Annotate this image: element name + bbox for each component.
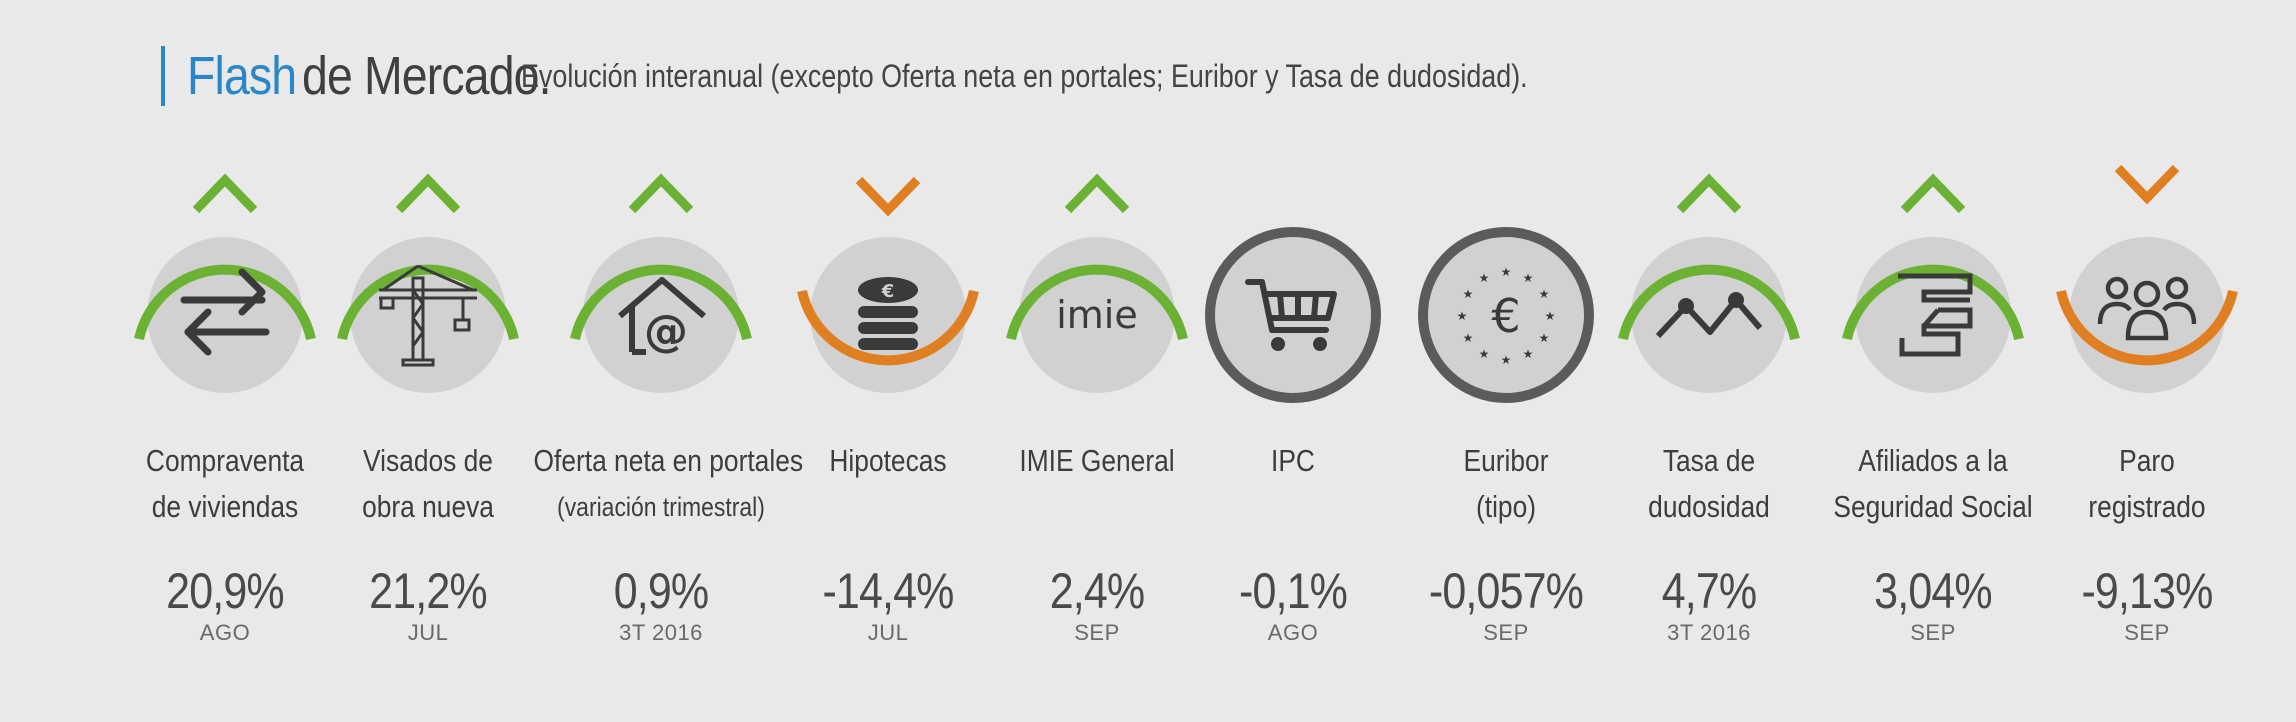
indicator-label: Tasa de dudosidad xyxy=(1648,443,1770,524)
indicator-value: 20,9% xyxy=(166,563,284,619)
indicator-dudosidad: Tasa de dudosidad 4,7% 3T 2016 xyxy=(1559,160,1859,646)
title-subtitle: Evolución interanual (excepto Oferta net… xyxy=(521,57,1528,94)
indicator-period: 3T 2016 xyxy=(1667,620,1751,645)
people-group-icon xyxy=(2097,276,2197,341)
svg-text:@: @ xyxy=(644,306,688,357)
svg-text:★: ★ xyxy=(1545,309,1556,323)
trend-down-icon xyxy=(855,176,921,217)
indicator-label: Hipotecas xyxy=(829,443,947,478)
indicator-value: -9,13% xyxy=(2081,563,2213,619)
indicator-label: IMIE General xyxy=(1019,443,1175,478)
indicator-period: SEP xyxy=(1483,620,1529,645)
svg-text:€: € xyxy=(881,281,895,302)
svg-text:€: € xyxy=(1491,289,1520,343)
title-accent-bar xyxy=(161,46,165,106)
swap-arrows-icon xyxy=(180,268,270,356)
badge-hipotecas: € xyxy=(793,220,983,410)
title-main: de Mercado. xyxy=(302,46,552,106)
ss-logo-icon xyxy=(1898,273,1973,357)
badge-imie: imie xyxy=(1002,220,1192,410)
trend-down-icon xyxy=(2114,164,2180,205)
indicator-value: -0,1% xyxy=(1238,563,1348,619)
zigzag-icon xyxy=(1655,292,1763,339)
svg-text:★: ★ xyxy=(1523,347,1534,361)
euro-stars-icon: € ★ ★ ★ ★ ★ ★ ★ ★ ★ ★ ★ ★ xyxy=(1457,265,1556,367)
svg-text:★: ★ xyxy=(1463,287,1474,301)
house-at-icon: @ xyxy=(618,277,706,357)
indicator-label: Paro registrado xyxy=(2088,443,2206,524)
trend-up-icon xyxy=(1900,173,1966,214)
indicator-value: 0,9% xyxy=(613,563,709,619)
indicator-value: 4,7% xyxy=(1661,563,1757,619)
indicator-label: Compraventa de viviendas xyxy=(145,443,305,524)
indicator-euribor: € ★ ★ ★ ★ ★ ★ ★ ★ ★ ★ ★ ★ Euribor (tipo) -0,057% SEP xyxy=(1356,160,1656,646)
indicator-period: AGO xyxy=(1267,620,1319,645)
indicator-value: 2,4% xyxy=(1049,563,1145,619)
trend-up-icon xyxy=(1676,173,1742,214)
indicator-period: SEP xyxy=(1074,620,1120,645)
indicator-label: Euribor (tipo) xyxy=(1463,443,1549,524)
indicator-period: SEP xyxy=(2124,620,2170,645)
trend-up-icon xyxy=(628,173,694,214)
badge-oferta: @ xyxy=(566,220,756,410)
indicator-afiliados: Afiliados a la Seguridad Social 3,04% SEP xyxy=(1783,160,2083,646)
imie-logo-icon: imie xyxy=(1056,293,1138,337)
indicator-label: IPC xyxy=(1271,443,1315,478)
indicator-label: Visados de obra nueva xyxy=(362,443,494,524)
indicator-compraventa: Compraventa de viviendas 20,9% AGO xyxy=(75,160,375,646)
cart-icon xyxy=(1245,279,1337,351)
indicator-period: 3T 2016 xyxy=(619,620,703,645)
badge-visados xyxy=(333,220,523,410)
svg-text:★: ★ xyxy=(1463,331,1474,345)
badge-euribor: € ★ ★ ★ ★ ★ ★ ★ ★ ★ ★ ★ ★ xyxy=(1411,220,1601,410)
indicator-oferta: @ Oferta neta en portales (variación trim… xyxy=(511,160,811,646)
indicator-value: -0,057% xyxy=(1428,563,1584,619)
indicator-hipotecas: € Hipotecas -14,4% JUL xyxy=(738,160,1038,646)
trend-up-icon xyxy=(395,173,461,214)
indicator-period: AGO xyxy=(199,620,251,645)
indicator-paro: Paro registrado -9,13% SEP xyxy=(1997,160,2296,646)
indicator-label: Afiliados a la Seguridad Social xyxy=(1833,443,2033,524)
badge-dudosidad xyxy=(1614,220,1804,410)
crane-icon xyxy=(379,264,477,367)
indicator-period: JUL xyxy=(867,620,909,645)
svg-text:★: ★ xyxy=(1539,287,1550,301)
badge-ipc xyxy=(1198,220,1388,410)
indicator-imie: imie IMIE General 2,4% SEP xyxy=(947,160,1247,646)
indicator-period: JUL xyxy=(407,620,449,645)
svg-text:★: ★ xyxy=(1479,271,1490,285)
svg-text:★: ★ xyxy=(1539,331,1550,345)
badge-afiliados xyxy=(1838,220,2028,410)
svg-text:★: ★ xyxy=(1501,353,1512,367)
coins-icon: € xyxy=(858,277,918,350)
indicator-period: SEP xyxy=(1910,620,1956,645)
indicator-value: -14,4% xyxy=(822,563,954,619)
badge-paro xyxy=(2052,220,2242,410)
badge-compraventa xyxy=(130,220,320,410)
svg-text:★: ★ xyxy=(1479,347,1490,361)
svg-text:★: ★ xyxy=(1457,309,1468,323)
indicator-value: 21,2% xyxy=(369,563,487,619)
indicator-visados: Visados de obra nueva 21,2% JUL xyxy=(278,160,578,646)
svg-text:★: ★ xyxy=(1523,271,1534,285)
indicator-ipc: IPC -0,1% AGO xyxy=(1143,160,1443,646)
indicator-label: Oferta neta en portales (variación trimes… xyxy=(533,443,804,522)
svg-text:★: ★ xyxy=(1501,265,1512,279)
trend-up-icon xyxy=(192,173,258,214)
trend-up-icon xyxy=(1064,173,1130,214)
page-title: Flash de Mercado. Evolución interanual (… xyxy=(161,44,1720,108)
indicator-value: 3,04% xyxy=(1874,563,1992,619)
title-flash: Flash xyxy=(187,46,297,106)
svg-text:imie: imie xyxy=(1056,293,1138,337)
